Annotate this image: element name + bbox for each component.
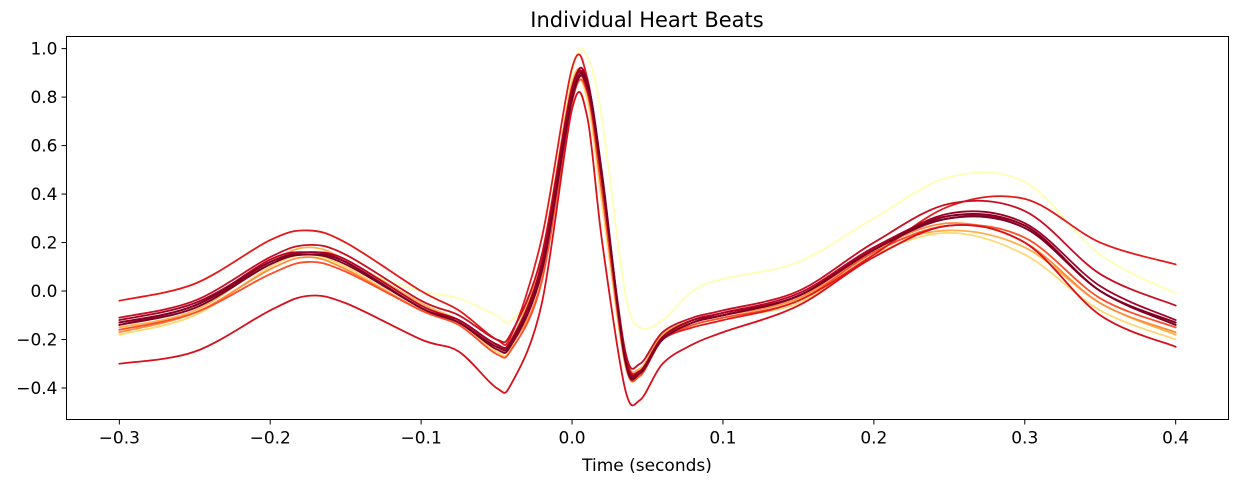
chart-title: Individual Heart Beats xyxy=(530,8,763,32)
y-tick-label: 0.8 xyxy=(30,88,57,108)
x-tick-label: 0.1 xyxy=(709,429,736,449)
plot-frame xyxy=(66,36,1229,420)
x-tick-label: −0.1 xyxy=(400,429,441,449)
heartbeat-line-7 xyxy=(118,91,1177,407)
x-tick-label: −0.3 xyxy=(99,429,140,449)
y-tick-label: 0.2 xyxy=(30,234,57,254)
y-tick-label: 1.0 xyxy=(30,40,57,60)
heartbeat-line-6 xyxy=(118,53,1177,375)
heartbeat-line-5 xyxy=(118,78,1177,383)
x-tick-label: 0.4 xyxy=(1162,429,1189,449)
y-axis-ticks: −0.4 −0.2 0.0 0.2 0.4 0.6 0.8 1.0 xyxy=(16,40,67,399)
x-tick-label: 0.0 xyxy=(559,429,586,449)
x-axis-ticks: −0.3 −0.2 −0.1 0.0 0.1 0.2 0.3 0.4 xyxy=(99,419,1189,449)
y-tick-label: −0.4 xyxy=(16,379,57,399)
x-tick-label: 0.2 xyxy=(860,429,887,449)
y-tick-label: 0.4 xyxy=(30,185,57,205)
x-tick-label: −0.2 xyxy=(250,429,291,449)
heartbeat-line-4 xyxy=(118,74,1177,380)
heartbeat-line-12 xyxy=(118,72,1177,380)
x-axis-label: Time (seconds) xyxy=(581,456,712,476)
heartbeat-line-1 xyxy=(118,47,1177,336)
y-tick-label: −0.2 xyxy=(16,331,57,351)
y-tick-label: 0.6 xyxy=(30,137,57,157)
heartbeat-line-13 xyxy=(118,74,1177,381)
heartbeat-line-2 xyxy=(118,76,1177,383)
y-tick-label: 0.0 xyxy=(30,282,57,302)
x-tick-label: 0.3 xyxy=(1011,429,1038,449)
series-layer xyxy=(118,47,1177,407)
